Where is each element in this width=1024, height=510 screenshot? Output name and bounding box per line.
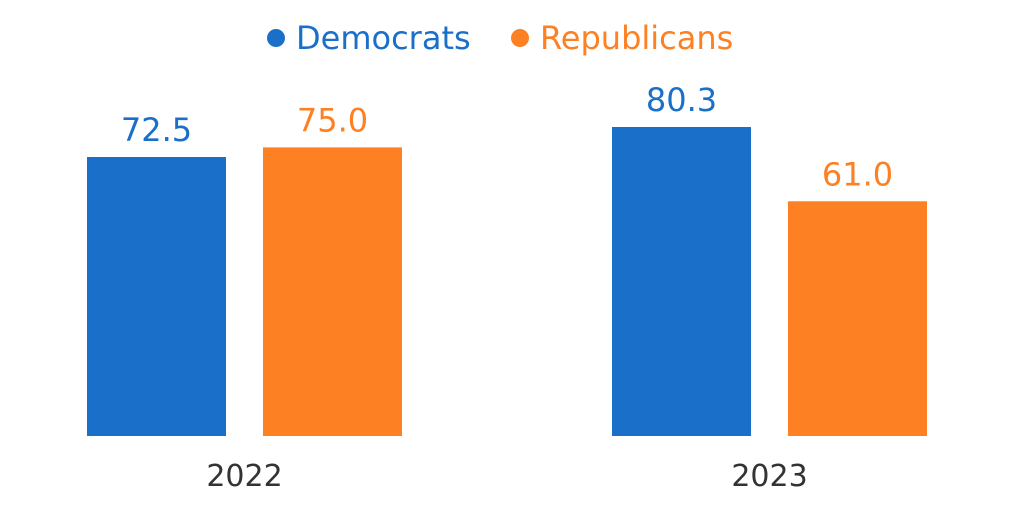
x-tick-label-2023: 2023 xyxy=(731,459,807,494)
value-label-democrats-2023: 80.3 xyxy=(646,81,717,119)
legend-label-republicans: Republicans xyxy=(540,19,733,57)
x-axis-ticks: 2022 2023 xyxy=(206,459,807,494)
legend-marker-republicans xyxy=(511,29,529,47)
bar-democrats-2022 xyxy=(87,157,226,436)
value-label-republicans-2022: 75.0 xyxy=(297,101,368,139)
bar-republicans-2022 xyxy=(263,147,402,436)
value-label-democrats-2022: 72.5 xyxy=(121,111,192,149)
bar-democrats-2023 xyxy=(612,127,751,436)
bars-group xyxy=(87,127,927,436)
legend-marker-democrats xyxy=(267,29,285,47)
x-tick-label-2022: 2022 xyxy=(206,459,282,494)
legend-label-democrats: Democrats xyxy=(296,19,471,57)
value-labels-group: 72.5 75.0 80.3 61.0 xyxy=(121,81,893,193)
bar-republicans-2023 xyxy=(788,201,927,436)
legend: Democrats Republicans xyxy=(267,19,733,57)
value-label-republicans-2023: 61.0 xyxy=(822,155,893,193)
